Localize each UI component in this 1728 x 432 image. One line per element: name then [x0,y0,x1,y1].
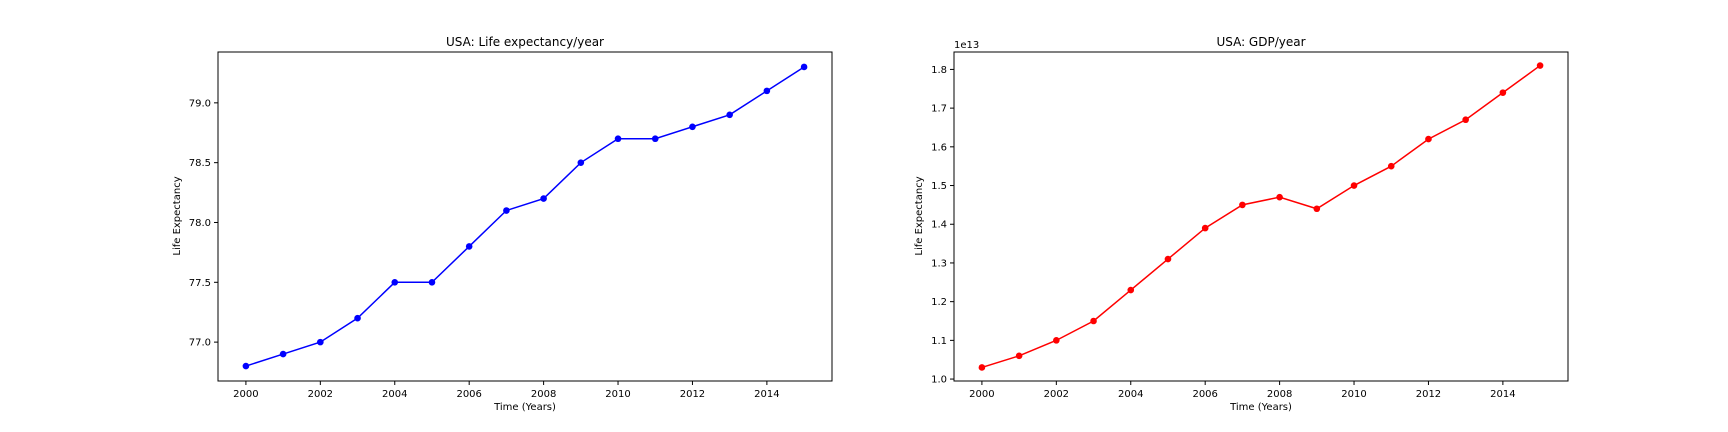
data-point [1015,352,1023,360]
x-tick-label: 2008 [1267,389,1292,400]
data-point [354,314,361,322]
data-point [763,87,771,95]
x-axis-label: Time (Years) [1229,402,1292,413]
data-point [428,279,436,286]
x-tick-label: 2012 [1416,389,1441,400]
data-point [1387,162,1395,170]
data-point [1090,317,1097,325]
y-tick-label: 1.6 [931,142,947,153]
x-tick-label: 2000 [969,389,994,400]
data-point [1053,337,1060,344]
y-tick-label: 78.0 [189,218,211,229]
y-tick-label: 1.7 [931,104,947,115]
data-point [1313,205,1321,213]
plot-frame [953,51,1569,382]
data-point [1499,89,1507,96]
data-point [465,243,473,250]
series-line [981,64,1541,369]
x-tick-label: 2000 [233,389,258,400]
data-point [1201,224,1209,232]
x-tick-label: 2010 [1341,389,1366,400]
data-point [540,195,547,202]
data-point [1350,182,1358,189]
data-point [1462,116,1469,124]
data-point [651,135,659,143]
life-expectancy-chart: USA: Life expectancy/year Time (Years) L… [172,35,833,413]
data-point [391,279,399,286]
y-tick-label: 1.2 [931,297,947,308]
data-point [577,159,585,166]
y-axis-label: Life Expectancy [914,176,925,255]
plot-frame [217,51,833,382]
y-tick-label: 77.0 [189,338,211,349]
y-tick-label: 1.5 [931,181,947,192]
y-tick-label: 1.8 [931,65,947,76]
y-tick-label: 77.5 [189,278,211,289]
y-tick-label: 1.0 [931,375,947,386]
data-point [978,364,986,371]
data-point [317,338,324,346]
gdp-chart: USA: GDP/year 1e13 Time (Years) Life Exp… [914,35,1569,413]
chart-title: USA: GDP/year [1216,35,1305,49]
data-point [689,123,696,131]
y-tick-label: 79.0 [189,98,211,109]
y-axis-label: Life Expectancy [172,176,183,255]
data-point [614,135,622,143]
chart-title: USA: Life expectancy/year [446,35,604,49]
y-tick-label: 1.3 [931,258,947,269]
data-point [800,63,808,71]
data-point [1536,62,1544,69]
data-point [503,207,510,214]
data-point [1164,255,1172,263]
data-point [1425,135,1432,143]
data-point [279,350,287,358]
data-point [1127,286,1135,294]
x-tick-label: 2006 [456,389,481,400]
x-tick-label: 2002 [308,389,333,400]
data-point [1276,193,1283,201]
data-point [1239,201,1246,209]
x-tick-label: 2006 [1192,389,1217,400]
y-axis-offset-text: 1e13 [954,40,979,51]
x-tick-label: 2010 [605,389,630,400]
x-tick-label: 2008 [531,389,556,400]
x-axis-label: Time (Years) [493,402,556,413]
data-point [242,362,250,370]
x-tick-label: 2004 [382,389,407,400]
y-tick-label: 1.1 [931,336,947,347]
x-tick-label: 2004 [1118,389,1143,400]
x-tick-label: 2012 [680,389,705,400]
y-tick-label: 1.4 [931,220,947,231]
data-point [726,111,733,119]
x-tick-label: 2014 [1490,389,1515,400]
x-tick-label: 2014 [754,389,779,400]
series-line [245,66,805,367]
y-tick-label: 78.5 [189,158,211,169]
x-tick-label: 2002 [1044,389,1069,400]
